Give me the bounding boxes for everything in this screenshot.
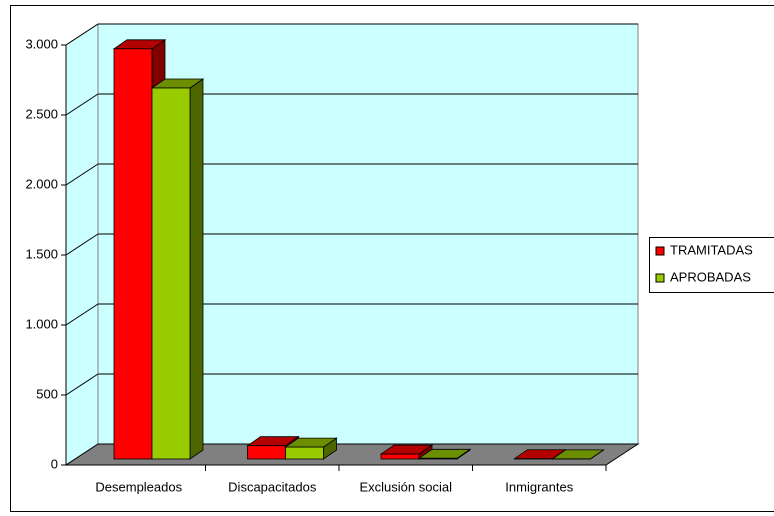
bar: [151, 87, 191, 460]
x-tick-label: Desempleados: [95, 479, 182, 494]
legend-swatch: [655, 246, 665, 256]
grid-line: [65, 233, 99, 256]
x-tick-label: Discapacitados: [228, 479, 317, 494]
y-tick-label: 1.500: [25, 246, 58, 261]
y-tick-label: 0: [51, 456, 58, 471]
grid-line: [65, 303, 99, 326]
legend-box: [649, 237, 774, 293]
bar: [285, 446, 324, 460]
grid-line: [65, 93, 99, 116]
bar: [380, 453, 420, 460]
bar: [247, 445, 286, 460]
y-tick-label: 500: [36, 386, 58, 401]
x-tick-label: Inmigrantes: [505, 479, 573, 494]
y-tick-label: 1.000: [25, 316, 58, 331]
x-tick-label: Exclusión social: [360, 479, 453, 494]
legend-swatch: [655, 273, 665, 283]
bar-side: [189, 78, 204, 460]
bar: [418, 457, 458, 460]
grid-line: [65, 163, 99, 186]
y-tick-label: 3.000: [25, 36, 58, 51]
y-tick-label: 2.500: [25, 106, 58, 121]
legend-label: TRAMITADAS: [670, 242, 753, 257]
grid-line: [65, 373, 99, 396]
bar: [113, 48, 153, 460]
grid-line: [65, 23, 99, 46]
y-tick-label: 2.000: [25, 176, 58, 191]
legend-label: APROBADAS: [670, 269, 751, 284]
